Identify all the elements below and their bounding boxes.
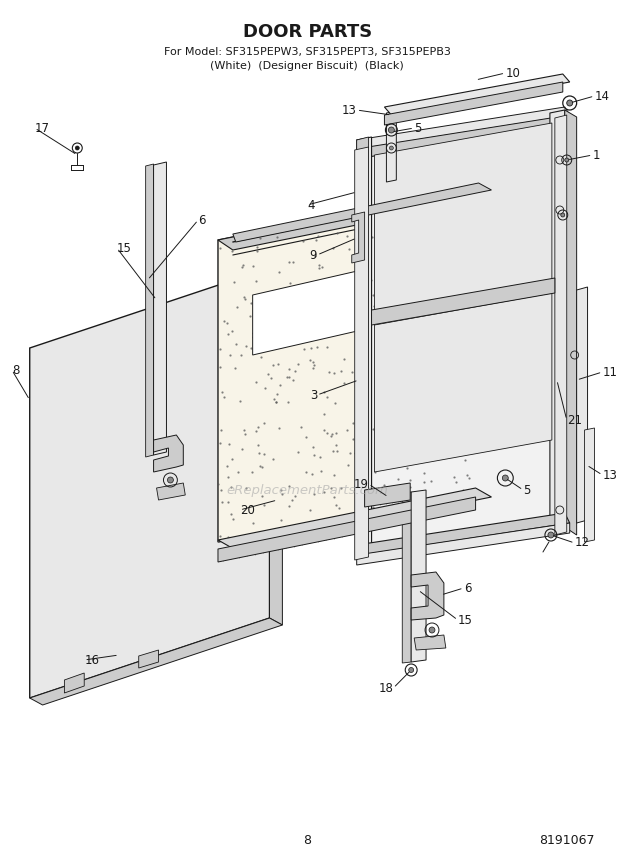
Polygon shape <box>356 107 570 148</box>
Polygon shape <box>30 268 270 698</box>
Polygon shape <box>356 523 570 565</box>
Text: 9: 9 <box>309 248 317 261</box>
Polygon shape <box>218 497 476 562</box>
Polygon shape <box>374 123 552 312</box>
Polygon shape <box>270 268 282 625</box>
Circle shape <box>561 213 565 217</box>
Text: DOOR PARTS: DOOR PARTS <box>242 23 372 41</box>
Text: 6: 6 <box>464 581 471 595</box>
Polygon shape <box>371 278 555 325</box>
Circle shape <box>409 668 414 673</box>
Polygon shape <box>402 492 411 663</box>
Polygon shape <box>154 435 184 472</box>
Polygon shape <box>411 572 444 620</box>
Text: 15: 15 <box>117 241 132 254</box>
Circle shape <box>548 532 554 538</box>
Polygon shape <box>386 111 396 182</box>
Polygon shape <box>476 188 490 500</box>
Polygon shape <box>64 673 84 693</box>
Text: 13: 13 <box>603 468 618 482</box>
Polygon shape <box>356 137 371 558</box>
Text: 6: 6 <box>198 213 206 227</box>
Text: 11: 11 <box>603 366 618 378</box>
Text: 14: 14 <box>595 90 609 103</box>
Text: 12: 12 <box>575 537 590 550</box>
Text: 1: 1 <box>593 148 600 162</box>
Polygon shape <box>411 490 426 662</box>
Text: 8191067: 8191067 <box>539 834 595 847</box>
Polygon shape <box>218 188 490 250</box>
Polygon shape <box>565 110 577 535</box>
Polygon shape <box>253 270 361 355</box>
Circle shape <box>567 100 573 106</box>
Text: 19: 19 <box>353 478 368 490</box>
Polygon shape <box>233 183 492 242</box>
Circle shape <box>565 158 569 162</box>
Polygon shape <box>384 82 563 125</box>
Polygon shape <box>577 287 588 523</box>
Polygon shape <box>352 212 365 263</box>
Text: 5: 5 <box>414 122 422 134</box>
Text: 17: 17 <box>35 122 50 134</box>
Text: 21: 21 <box>567 413 582 426</box>
Polygon shape <box>146 164 154 457</box>
Polygon shape <box>356 513 570 555</box>
Circle shape <box>167 477 174 483</box>
Circle shape <box>429 627 435 633</box>
Circle shape <box>502 475 508 481</box>
Text: eReplacementParts.com: eReplacementParts.com <box>226 484 388 496</box>
Polygon shape <box>218 488 492 549</box>
Polygon shape <box>139 650 159 668</box>
Polygon shape <box>355 147 368 560</box>
Polygon shape <box>356 137 368 558</box>
Polygon shape <box>585 428 595 542</box>
Text: 20: 20 <box>240 503 255 516</box>
Circle shape <box>75 146 79 150</box>
Polygon shape <box>384 74 570 115</box>
Text: 16: 16 <box>84 653 99 667</box>
Text: For Model: SF315PEPW3, SF315PEPT3, SF315PEPB3: For Model: SF315PEPW3, SF315PEPT3, SF315… <box>164 47 451 57</box>
Polygon shape <box>218 188 476 542</box>
Polygon shape <box>154 162 166 455</box>
Polygon shape <box>356 115 570 158</box>
Text: 13: 13 <box>342 104 356 116</box>
Polygon shape <box>365 483 410 507</box>
Text: (White)  (Designer Biscuit)  (Black): (White) (Designer Biscuit) (Black) <box>210 61 404 71</box>
Polygon shape <box>371 117 555 555</box>
Polygon shape <box>555 115 567 535</box>
Circle shape <box>388 127 394 133</box>
Polygon shape <box>30 618 282 705</box>
Text: 3: 3 <box>309 389 317 401</box>
Text: 10: 10 <box>505 67 520 80</box>
Text: 4: 4 <box>307 199 314 211</box>
Text: 5: 5 <box>523 484 531 496</box>
Circle shape <box>389 146 393 150</box>
Text: 15: 15 <box>458 614 472 627</box>
Polygon shape <box>156 483 185 500</box>
Polygon shape <box>374 293 552 472</box>
Polygon shape <box>414 635 446 650</box>
Text: 18: 18 <box>378 681 393 694</box>
Polygon shape <box>550 110 565 530</box>
Text: 8: 8 <box>12 364 19 377</box>
Text: 8: 8 <box>303 834 311 847</box>
